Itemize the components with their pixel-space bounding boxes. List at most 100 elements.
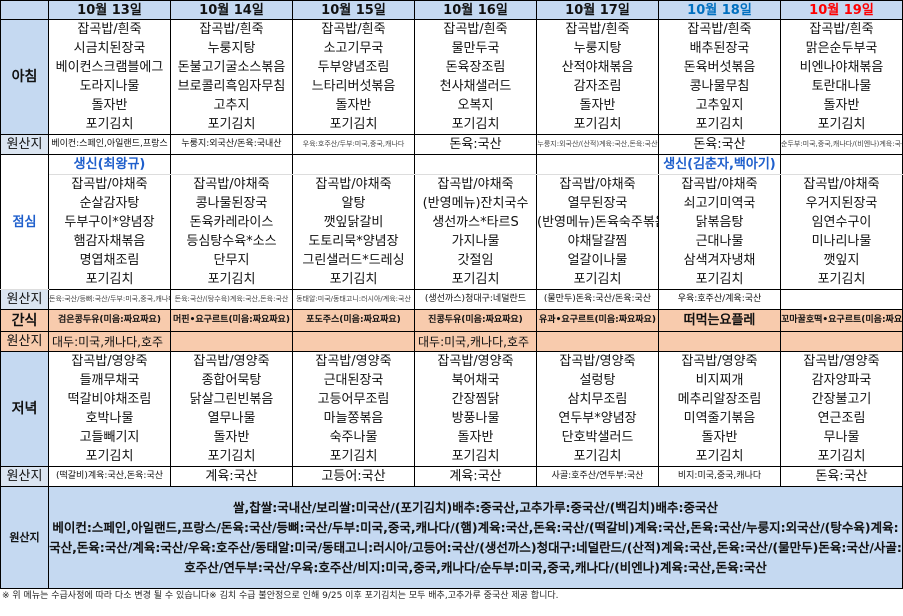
menu-item: 돈육장조림 xyxy=(414,58,537,77)
menu-item: 임연수구이 xyxy=(780,213,903,232)
corner-cell xyxy=(0,0,49,20)
lunch-item-row: 포기김치 포기김치 포기김치 포기김치 포기김치 포기김치 포기김치 xyxy=(1,270,903,290)
menu-item: 두부구이*양념장 xyxy=(48,213,171,232)
menu-item: 잡곡밥/흰죽 xyxy=(170,19,293,39)
weekly-menu-table: 10월 13일 10월 14일 10월 15일 10월 16일 10월 17일 10월 1… xyxy=(0,0,903,589)
menu-item: 시금치된장국 xyxy=(48,39,171,58)
menu-item: 돌자반 xyxy=(414,428,537,447)
menu-item: 돌자반 xyxy=(780,96,903,115)
menu-item: 포기김치 xyxy=(292,447,415,467)
menu-item: 돈육카레라이스 xyxy=(170,213,293,232)
snack-row: 간식 검은콩두유(미음:짜요짜요) 머핀•요구르트(미음:짜요짜요) 포도주스(미음:… xyxy=(0,309,903,332)
origin-cell: (물만두)돈육:국산/돈육:국산 xyxy=(536,289,659,310)
menu-item: 잡곡밥/영양죽 xyxy=(658,351,781,371)
dinner-item-row: 호박나물 열무나물 마늘쫑볶음 방풍나물 연두부*양념장 미역줄기볶음 연근조림 xyxy=(1,409,903,428)
menu-item: 콩나물무침 xyxy=(658,77,781,96)
menu-item: 간장불고기 xyxy=(780,390,903,409)
menu-item: 도토리묵*양념장 xyxy=(292,232,415,251)
date-header: 10월 14일 xyxy=(170,0,293,20)
origin-label: 원산지 xyxy=(0,289,49,310)
origin-cell: 누룽지:외국산/돈육:국내산 xyxy=(170,134,293,155)
origin-summary-text: 베이컨:스페인,아일랜드,프랑스/돈육:국산/등뼈:국산/두부:미국,중국,캐나… xyxy=(49,519,902,575)
menu-item: 순살감자탕 xyxy=(48,194,171,213)
menu-item: 돌자반 xyxy=(536,96,659,115)
menu-item: 잡곡밥/흰죽 xyxy=(658,19,781,39)
menu-item: 잡곡밥/영양죽 xyxy=(536,351,659,371)
menu-item: 배추된장국 xyxy=(658,39,781,58)
menu-item: 맑은순두부국 xyxy=(780,39,903,58)
header-row: 10월 13일 10월 14일 10월 15일 10월 16일 10월 17일 10월 1… xyxy=(0,0,903,20)
menu-item: 근대된장국 xyxy=(292,371,415,390)
menu-item: 콩나물된장국 xyxy=(170,194,293,213)
menu-item: 감자양파국 xyxy=(780,371,903,390)
menu-item: 오복지 xyxy=(414,96,537,115)
menu-item: 포기김치 xyxy=(170,447,293,467)
menu-item: 포기김치 xyxy=(170,115,293,135)
menu-item: 잡곡밥/야채죽 xyxy=(414,174,537,194)
origin-label: 원산지 xyxy=(0,466,49,487)
snack-item: 포도주스(미음:짜요짜요) xyxy=(292,309,415,332)
menu-item: 포기김치 xyxy=(536,270,659,290)
menu-item: 포기김치 xyxy=(414,447,537,467)
snack-item: 진콩두유(미음:짜요짜요) xyxy=(414,309,537,332)
menu-item: 연두부*양념장 xyxy=(536,409,659,428)
snack-origin-cell xyxy=(170,331,293,352)
dinner-item-row: 고들빼기지 돌자반 숙주나물 돌자반 단호박샐러드 돌자반 무나물 xyxy=(1,428,903,447)
menu-item: 잡곡밥/흰죽 xyxy=(536,19,659,39)
menu-item: 포기김치 xyxy=(780,270,903,290)
menu-item: 깻잎지 xyxy=(780,251,903,270)
menu-item: 연근조림 xyxy=(780,409,903,428)
menu-item: 삼치무조림 xyxy=(536,390,659,409)
date-header: 10월 18일 xyxy=(658,0,781,20)
menu-item: 잡곡밥/흰죽 xyxy=(292,19,415,39)
menu-item: 토란대나물 xyxy=(780,77,903,96)
breakfast-item-row: 베이컨스크램블에그 돈불고기굴소스볶음 두부양념조림 돈육장조림 산적야채볶음 돈육버섯볶… xyxy=(1,58,903,77)
snack-origin-cell: 대두:미국,캐나다,호주 xyxy=(48,331,171,352)
origin-cell: 계육:국산 xyxy=(414,466,537,487)
footer-note: ※ 위 메뉴는 수급사정에 따라 다소 변경 될 수 있습니다※ 김치 수급 불… xyxy=(2,591,559,601)
menu-item: 잡곡밥/야채죽 xyxy=(170,174,293,194)
menu-item: 포기김치 xyxy=(414,115,537,135)
date-header: 10월 15일 xyxy=(292,0,415,20)
menu-item: 소고기무국 xyxy=(292,39,415,58)
menu-item: 고등어무조림 xyxy=(292,390,415,409)
origin-cell: 누룽지:외국산/(산적)계육:국산,돈육:국산 xyxy=(536,134,659,155)
menu-item: 잡곡밥/흰죽 xyxy=(414,19,537,39)
origin-cell: 동태알:미국/동태고니:러시아/계육:국산 xyxy=(292,289,415,310)
menu-item: 닭볶음탕 xyxy=(658,213,781,232)
menu-item: 열무된장국 xyxy=(536,194,659,213)
menu-item: 단호박샐러드 xyxy=(536,428,659,447)
lunch-item-row: 두부구이*양념장 돈육카레라이스 깻잎닭갈비 생선까스*타르S (반영메뉴)돈육숙주볶음… xyxy=(1,213,903,232)
meal-label-lunch: 점심 xyxy=(0,154,49,290)
origin-cell: (생선까스)청대구:네덜란드 xyxy=(414,289,537,310)
snack-origin-cell xyxy=(292,331,415,352)
origin-cell: 비지:미국,중국,캐나다 xyxy=(658,466,781,487)
menu-item: 우거지된장국 xyxy=(780,194,903,213)
breakfast-item-row: 포기김치 포기김치 포기김치 포기김치 포기김치 포기김치 포기김치 xyxy=(1,115,903,135)
origin-label: 원산지 xyxy=(0,331,49,352)
menu-item: 삼색겨자냉채 xyxy=(658,251,781,270)
dinner-item-row: 들깨무채국 종합어묵탕 근대된장국 북어채국 설렁탕 비지찌개 감자양파국 xyxy=(1,371,903,390)
menu-item: 포기김치 xyxy=(658,270,781,290)
birthday-note: 생신(김춘자,백아기) xyxy=(658,154,781,175)
breakfast-item-row: 아침 잡곡밥/흰죽 잡곡밥/흰죽 잡곡밥/흰죽 잡곡밥/흰죽 잡곡밥/흰죽 잡곡밥/흰죽 잡곡… xyxy=(0,19,903,135)
menu-item: 돌자반 xyxy=(658,428,781,447)
menu-item: 설렁탕 xyxy=(536,371,659,390)
snack-origin-row: 원산지 대두:미국,캐나다,호주 대두:미국,캐나다,호주 xyxy=(0,331,903,352)
meal-label-dinner: 저녁 xyxy=(0,351,49,467)
menu-item: 쇠고기미역국 xyxy=(658,194,781,213)
birthday-note xyxy=(414,154,537,175)
snack-origin-cell xyxy=(536,331,659,352)
menu-item: 단무지 xyxy=(170,251,293,270)
menu-item: 잡곡밥/야채죽 xyxy=(48,174,171,194)
dinner-origin-row: 원산지 (떡갈비)계육:국산,돈육:국산 계육:국산 고등어:국산 계육:국산 사골:호주… xyxy=(0,466,903,487)
menu-item: 브로콜리흑임자무침 xyxy=(170,77,293,96)
menu-item: 떡갈비야채조림 xyxy=(48,390,171,409)
menu-item: 갓절임 xyxy=(414,251,537,270)
breakfast-item-row: 시금치된장국 누룽지탕 소고기무국 물만두국 누룽지탕 배추된장국 맑은순두부국 xyxy=(1,39,903,58)
menu-item: 등심탕수육*소스 xyxy=(170,232,293,251)
menu-item: 잡곡밥/영양죽 xyxy=(170,351,293,371)
date-header: 10월 19일 xyxy=(780,0,903,20)
origin-cell: 순두부:미국,중국,캐나다/(비엔나)계육:국산,돈육:국산 xyxy=(780,134,903,155)
snack-item: 검은콩두유(미음:짜요짜요) xyxy=(48,309,171,332)
